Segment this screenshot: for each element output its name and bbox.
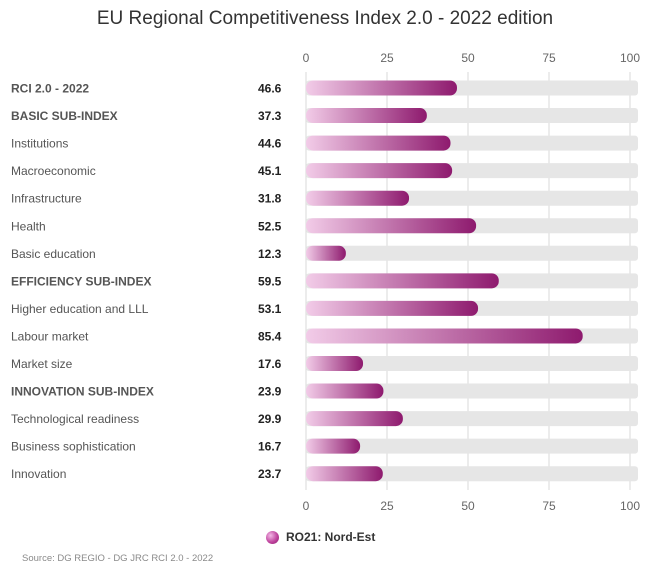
x-tick-label-top: 75: [542, 51, 556, 65]
bar[interactable]: [306, 328, 583, 344]
x-tick-label-top: 100: [620, 51, 640, 65]
category-label: Business sophistication: [11, 440, 136, 454]
axis-ticks: 0 0 25 25 50 50 75 75 100 100: [303, 51, 641, 513]
bar[interactable]: [306, 438, 361, 454]
value-label: 17.6: [258, 357, 282, 371]
category-label: Labour market: [11, 329, 89, 343]
x-tick-label-bottom: 100: [620, 499, 640, 513]
category-label: Institutions: [11, 137, 68, 151]
category-label: Health: [11, 219, 46, 233]
bar[interactable]: [306, 383, 384, 399]
bar[interactable]: [306, 80, 457, 96]
bar[interactable]: [306, 218, 477, 234]
category-label: Innovation: [11, 467, 66, 481]
value-labels: 46.6 37.3 44.6 45.1 31.8 52.5 12.3 59.5 53.1 85.4…: [258, 82, 282, 482]
value-label: 16.7: [258, 440, 282, 454]
legend[interactable]: RO21: Nord-Est: [266, 530, 375, 544]
value-label: 23.7: [258, 467, 282, 481]
bar-track: [306, 383, 638, 399]
bar[interactable]: [306, 411, 403, 427]
value-label: 23.9: [258, 385, 282, 399]
legend-swatch-icon: [266, 530, 279, 544]
bar[interactable]: [306, 190, 410, 206]
chart-title: EU Regional Competitiveness Index 2.0 - …: [96, 8, 554, 29]
category-label: Higher education and LLL: [11, 302, 149, 316]
value-label: 46.6: [258, 82, 282, 96]
bar[interactable]: [306, 300, 479, 316]
x-tick-label-top: 25: [380, 51, 394, 65]
value-label: 29.9: [258, 412, 282, 426]
x-tick-label-bottom: 0: [303, 499, 310, 513]
bar[interactable]: [306, 135, 451, 151]
x-tick-label-bottom: 50: [461, 499, 475, 513]
category-label: RCI 2.0 - 2022: [11, 82, 89, 96]
value-label: 31.8: [258, 192, 282, 206]
category-label: Macroeconomic: [11, 164, 96, 178]
category-label: INNOVATION SUB-INDEX: [11, 385, 154, 399]
category-label: BASIC SUB-INDEX: [11, 109, 118, 123]
x-tick-label-top: 0: [303, 51, 310, 65]
category-label: Infrastructure: [11, 192, 82, 206]
value-label: 44.6: [258, 137, 282, 151]
x-tick-label-top: 50: [461, 51, 475, 65]
value-label: 12.3: [258, 247, 282, 261]
bar-track: [306, 438, 638, 454]
legend-label: RO21: Nord-Est: [286, 530, 376, 544]
bar[interactable]: [306, 356, 364, 371]
bar[interactable]: [306, 466, 383, 482]
category-labels: RCI 2.0 - 2022 BASIC SUB-INDEX Institution…: [11, 82, 154, 482]
category-label: Market size: [11, 357, 73, 371]
bar-track: [306, 356, 638, 371]
x-tick-label-bottom: 25: [380, 499, 394, 513]
bar[interactable]: [306, 245, 346, 261]
bar[interactable]: [306, 108, 427, 124]
value-label: 45.1: [258, 164, 282, 178]
value-label: 37.3: [258, 109, 282, 123]
bar[interactable]: [306, 163, 453, 179]
category-label: Basic education: [11, 247, 96, 261]
value-label: 59.5: [258, 274, 282, 288]
category-label: EFFICIENCY SUB-INDEX: [11, 274, 151, 288]
category-label: Technological readiness: [11, 412, 139, 426]
value-label: 85.4: [258, 329, 282, 343]
source-note: Source: DG REGIO - DG JRC RCI 2.0 - 2022: [22, 553, 214, 564]
x-tick-label-bottom: 75: [542, 499, 556, 513]
bars: [306, 80, 583, 482]
bar[interactable]: [306, 273, 499, 289]
value-label: 52.5: [258, 219, 282, 233]
bar-track: [306, 466, 638, 482]
bar-track: [306, 245, 638, 261]
value-label: 53.1: [258, 302, 282, 316]
